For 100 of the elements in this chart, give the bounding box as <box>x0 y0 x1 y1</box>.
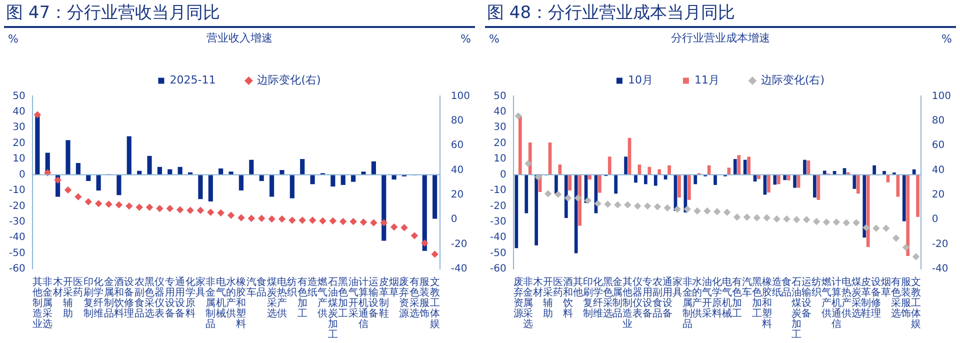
x-tick-label: 造纸 <box>308 276 318 298</box>
y-tick-label: -40 <box>490 232 506 244</box>
x-tick-label: 黑色加工 <box>338 276 348 320</box>
x-tick-label: 电热产供 <box>276 276 287 320</box>
x-tick-label: 设备修理 <box>871 276 882 320</box>
y-tick-label: 0 <box>18 169 26 180</box>
y-tick-label: 30 <box>494 122 506 134</box>
y2-tick-label: 100 <box>450 90 470 102</box>
chart-title: 图 47：分行业营收当月同比 <box>4 0 475 28</box>
y2-tick-label: -20 <box>932 238 948 250</box>
x-tick-label: 仪器仪表 <box>154 276 165 320</box>
x-tick-label: 其他制造业 <box>32 276 42 330</box>
x-tick-label: 皮革制鞋 <box>861 276 872 320</box>
x-tick-label: 燃气产供 <box>318 276 328 320</box>
x-tick-label: 酒和饮料 <box>112 276 124 320</box>
y2-axis-title: % <box>460 32 471 46</box>
y-tick-label: 30 <box>12 122 26 134</box>
legend-label: 边际变化(右) <box>257 74 321 87</box>
x-tick-label: 化学原料 <box>712 276 722 320</box>
y2-tick-label: 0 <box>450 214 458 226</box>
y2-axis-title: % <box>942 32 952 46</box>
y-tick-label: -10 <box>490 185 506 196</box>
x-tick-label: 设备修理 <box>124 276 134 320</box>
x-tick-label: 家具 <box>672 276 682 298</box>
y2-tick-label: 100 <box>932 90 952 102</box>
y-tick-label: 40 <box>12 106 26 118</box>
x-tick-label: 汽车 <box>246 276 256 298</box>
x-tick-label: 化学纤维 <box>94 276 104 320</box>
y-tick-label: -10 <box>8 185 26 196</box>
y-tick-label: -30 <box>8 216 26 228</box>
y-tick-label: -20 <box>490 200 506 212</box>
y2-tick-label: 80 <box>932 115 945 126</box>
x-tick-label: 计算机通信 <box>358 276 368 330</box>
y-tick-label: -60 <box>490 264 506 275</box>
x-tick-label: 汽车 <box>742 276 752 298</box>
x-tick-label: 运输设备 <box>802 276 812 320</box>
x-tick-label: 水的产供 <box>226 276 236 320</box>
x-tick-label: 有色加工 <box>297 276 308 320</box>
x-tick-label: 废弃资源 <box>399 276 410 320</box>
y-tick-label: -40 <box>8 232 26 244</box>
y-tick-label: 20 <box>494 138 506 149</box>
y-tick-label: -60 <box>8 264 26 275</box>
x-tick-label: 医药 <box>73 276 84 298</box>
y2-tick-label: 60 <box>450 140 464 152</box>
x-tick-label: 黑色采选 <box>144 276 155 320</box>
legend-label: 边际变化(右) <box>760 74 825 87</box>
x-tick-label: 纺织 <box>812 276 822 298</box>
x-tick-label: 黑色采选 <box>602 276 613 320</box>
x-tick-label: 燃气产供 <box>821 276 832 320</box>
x-tick-label: 黑色加工 <box>752 276 762 320</box>
x-tick-label: 石油煤炭加工 <box>792 276 802 340</box>
y-tick-label: 50 <box>12 90 26 102</box>
x-tick-label: 橡胶和塑料 <box>236 276 246 330</box>
y-tick-label: 20 <box>12 138 26 149</box>
x-tick-label: 其他制造业 <box>622 276 633 330</box>
x-tick-label: 橡胶和塑料 <box>762 276 772 330</box>
x-tick-label: 电气机械 <box>216 276 226 320</box>
x-tick-label: 纺织 <box>287 276 298 298</box>
x-tick-label: 金属制品 <box>612 276 623 320</box>
x-tick-label: 文教工体娱 <box>910 276 921 330</box>
x-tick-label: 计算机通信 <box>831 276 842 330</box>
x-tick-label: 烟草 <box>389 276 400 298</box>
x-tick-label: 开采辅助 <box>62 276 73 320</box>
y2-tick-label: 40 <box>450 164 464 176</box>
chart-title: 图 48：分行业营业成本当月同比 <box>485 0 956 28</box>
y2-tick-label: 20 <box>450 190 464 201</box>
x-tick-label: 有色加工 <box>732 276 742 320</box>
y2-tick-label: 20 <box>932 190 945 201</box>
x-tick-label: 仪器仪表 <box>632 276 643 320</box>
x-tick-label: 开采辅助 <box>543 276 554 320</box>
x-tick-label: 非金属采选 <box>523 276 534 330</box>
x-tick-label: 煤炭采选 <box>851 276 862 320</box>
x-tick-label: 服装服饰 <box>418 276 430 320</box>
y2-tick-label: 0 <box>932 214 938 226</box>
x-tick-label: 有色采选 <box>409 276 420 320</box>
x-tick-label: 通用设备 <box>662 276 672 320</box>
legend-label: 2025-11 <box>170 74 216 87</box>
y-tick-label: 10 <box>494 154 506 165</box>
x-tick-label: 油气开采 <box>702 276 712 320</box>
x-tick-label: 有色采选 <box>891 276 902 320</box>
legend-label: 11月 <box>694 74 720 87</box>
x-tick-label: 电热产供 <box>841 276 852 320</box>
y-tick-label: 10 <box>12 154 26 165</box>
x-tick-label: 其他 <box>572 276 583 298</box>
x-tick-label: 服装服饰 <box>900 276 911 320</box>
x-tick-label: 木材 <box>52 276 63 298</box>
y-tick-label: -50 <box>8 248 26 259</box>
x-tick-label: 化学原料 <box>185 276 196 320</box>
x-tick-label: 医药 <box>553 276 564 298</box>
x-tick-label: 文教工体娱 <box>430 276 440 330</box>
y2-tick-label: -40 <box>932 264 948 275</box>
chart-subtitle: 营业收入增速 <box>206 31 272 44</box>
y-tick-label: 0 <box>500 169 506 180</box>
x-tick-label: 农副食品 <box>134 276 144 320</box>
x-tick-label: 家具 <box>195 276 206 298</box>
x-tick-label: 造纸 <box>772 276 782 298</box>
y-axis-title: % <box>8 32 18 46</box>
x-tick-label: 皮革制鞋 <box>378 276 389 320</box>
y-tick-label: 40 <box>494 106 506 118</box>
x-tick-label: 印刷复制 <box>582 276 593 320</box>
